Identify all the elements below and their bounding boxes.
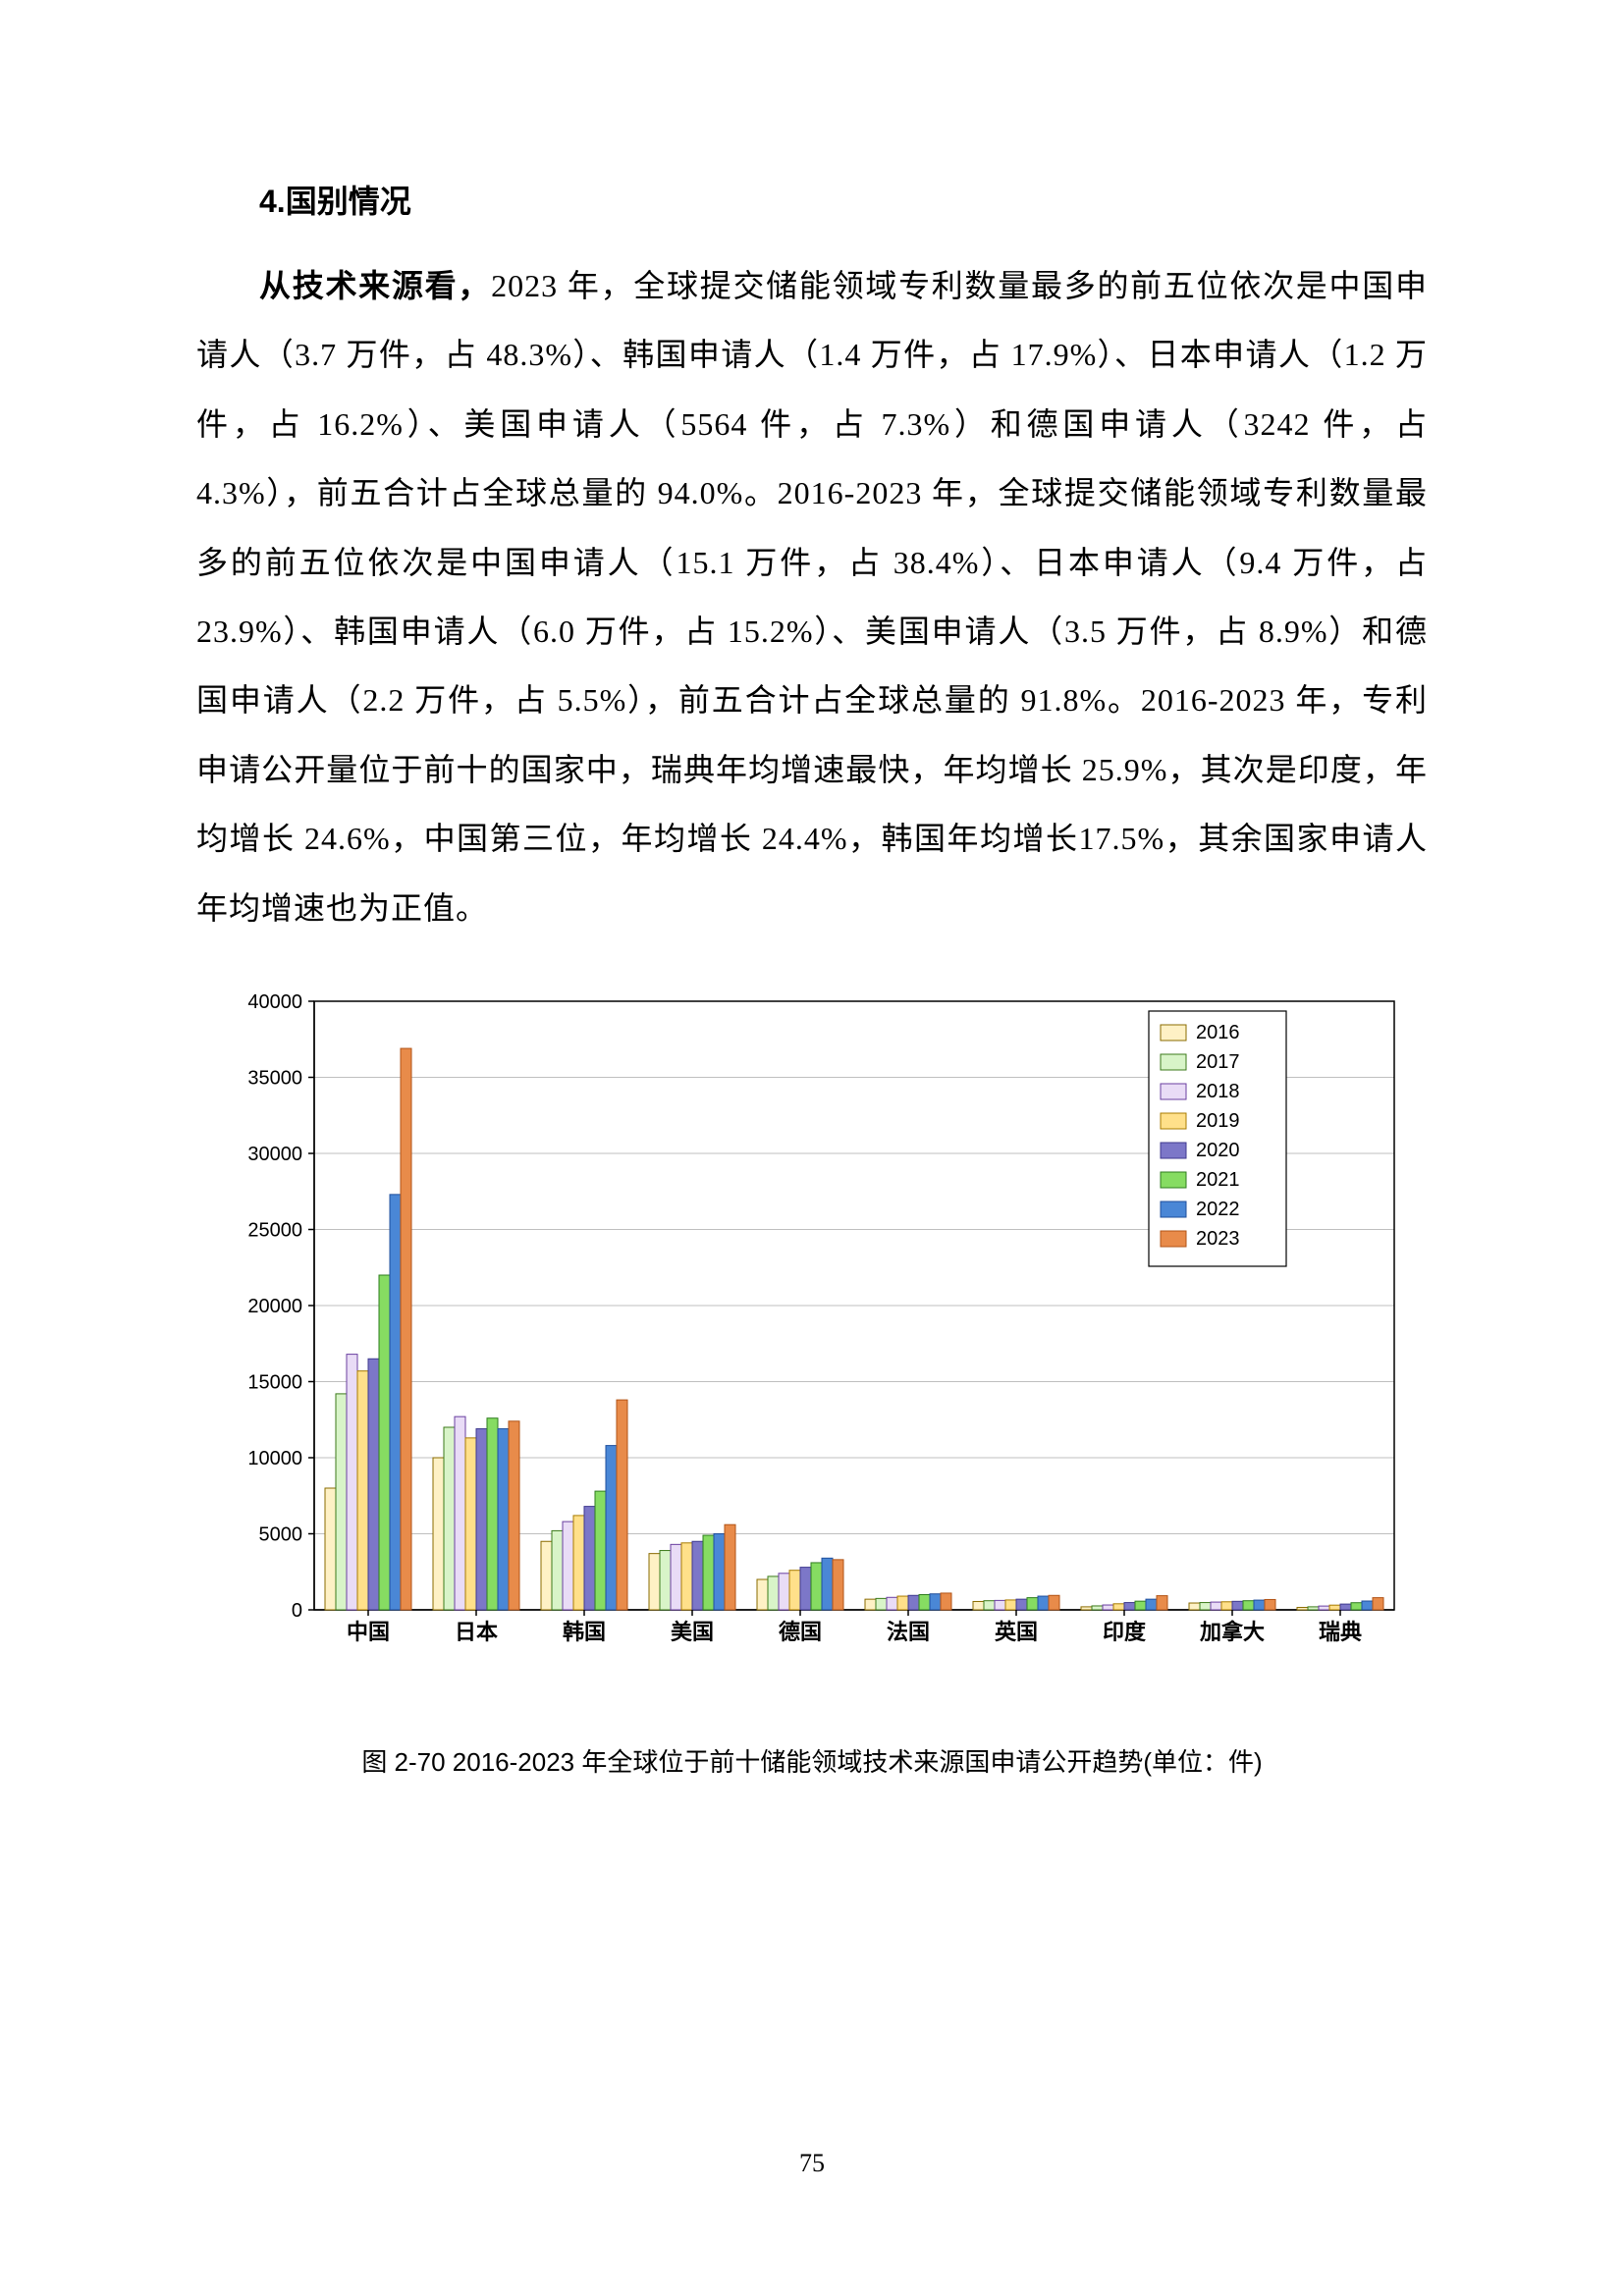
svg-text:韩国: 韩国: [563, 1620, 606, 1644]
paragraph-lead: 从技术来源看，: [259, 268, 491, 303]
svg-text:30000: 30000: [247, 1144, 302, 1165]
svg-text:0: 0: [292, 1600, 302, 1622]
svg-text:2019: 2019: [1196, 1110, 1240, 1132]
svg-text:加拿大: 加拿大: [1199, 1620, 1265, 1644]
grouped-bar-chart: 0 5000 10000 15000 20000 25000 30000 35000 40000…: [206, 972, 1424, 1679]
svg-text:2017: 2017: [1196, 1051, 1240, 1073]
figure-caption: 图 2-70 2016-2023 年全球位于前十储能领域技术来源国申请公开趋势(…: [196, 1742, 1428, 1779]
svg-text:德国: 德国: [779, 1620, 822, 1644]
section-heading: 4.国别情况: [196, 177, 1428, 222]
svg-text:35000: 35000: [247, 1067, 302, 1089]
svg-text:瑞典: 瑞典: [1319, 1620, 1362, 1644]
svg-text:2021: 2021: [1196, 1169, 1240, 1191]
chart-figure: 0 5000 10000 15000 20000 25000 30000 35000 40000…: [206, 972, 1428, 1683]
svg-text:美国: 美国: [671, 1620, 714, 1644]
paragraph-rest: 2023 年，全球提交储能领域专利数量最多的前五位依次是中国申请人（3.7 万件…: [196, 268, 1428, 926]
svg-text:法国: 法国: [887, 1620, 930, 1644]
svg-text:2018: 2018: [1196, 1081, 1240, 1102]
svg-text:印度: 印度: [1103, 1620, 1147, 1644]
page-number: 75: [0, 2149, 1624, 2178]
svg-text:2022: 2022: [1196, 1199, 1240, 1220]
body-paragraph: 从技术来源看，2023 年，全球提交储能领域专利数量最多的前五位依次是中国申请人…: [196, 251, 1428, 942]
svg-text:40000: 40000: [247, 991, 302, 1013]
svg-text:15000: 15000: [247, 1371, 302, 1393]
svg-text:2020: 2020: [1196, 1140, 1240, 1161]
svg-text:10000: 10000: [247, 1448, 302, 1469]
svg-text:2016: 2016: [1196, 1022, 1240, 1043]
svg-text:日本: 日本: [455, 1620, 498, 1644]
svg-text:5000: 5000: [259, 1523, 303, 1545]
svg-text:20000: 20000: [247, 1296, 302, 1317]
svg-text:英国: 英国: [995, 1620, 1038, 1644]
svg-text:25000: 25000: [247, 1219, 302, 1241]
svg-text:2023: 2023: [1196, 1228, 1240, 1250]
svg-text:中国: 中国: [347, 1620, 390, 1644]
page: 4.国别情况 从技术来源看，2023 年，全球提交储能领域专利数量最多的前五位依…: [0, 0, 1624, 2296]
